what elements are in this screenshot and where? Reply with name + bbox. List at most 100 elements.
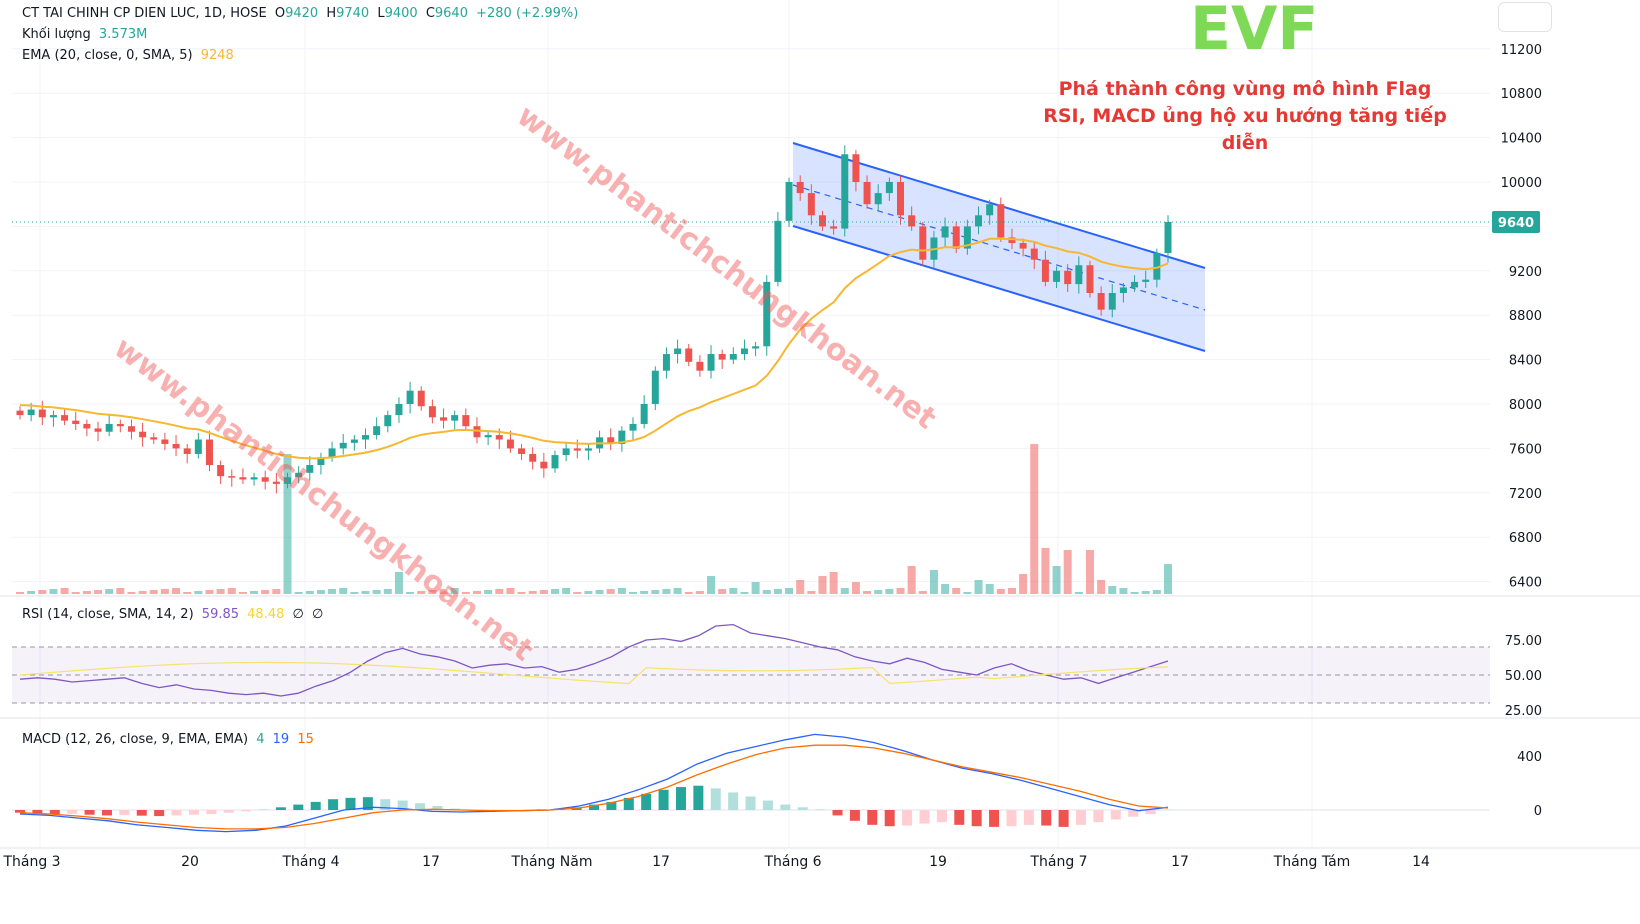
volume-bar (584, 591, 593, 594)
candle-body (640, 404, 648, 424)
volume-bar (562, 588, 571, 594)
macd-histogram-bar (258, 809, 269, 810)
macd-histogram-bar (849, 810, 860, 821)
candle-body (540, 461, 548, 469)
macd-histogram-bar (1093, 810, 1104, 823)
candle-body (339, 442, 347, 449)
volume-bar (305, 591, 314, 594)
volume-bar (484, 590, 493, 594)
candle-body (451, 415, 459, 421)
macd-histogram-bar (362, 797, 373, 810)
volume-bar (250, 591, 259, 594)
time-axis-label: Tháng Tám (1273, 854, 1351, 870)
macd-histogram-bar (1110, 810, 1121, 820)
candle-body (1108, 293, 1116, 310)
candle-body (261, 477, 269, 482)
volume-bar (417, 591, 426, 594)
volume-bar (450, 588, 459, 594)
volume-bar (1030, 444, 1039, 594)
analysis-note: Phá thành công vùng mô hình Flag RSI, MA… (1030, 76, 1460, 157)
volume-bar (640, 591, 649, 594)
candle-body (685, 348, 693, 362)
volume-bar (595, 590, 604, 594)
macd-legend[interactable]: MACD (12, 26, close, 9, EMA, EMA) 4 19 1… (22, 732, 318, 747)
volume-bar (1141, 591, 1150, 594)
analysis-line-1: Phá thành công vùng mô hình Flag (1058, 78, 1432, 100)
volume-bar (339, 588, 348, 594)
volume-bar (461, 592, 470, 594)
macd-histogram-bar (310, 801, 321, 810)
volume-bar (272, 589, 281, 594)
candle-body (473, 426, 481, 438)
candle-body (529, 453, 537, 462)
candle-body (796, 182, 804, 194)
volume-bar (896, 588, 905, 594)
volume-bar (16, 592, 24, 594)
time-axis-label: 17 (652, 854, 670, 870)
macd-histogram-bar (589, 804, 599, 810)
volume-bar (941, 584, 950, 594)
candle-body (752, 346, 760, 349)
candle-body (740, 348, 748, 355)
macd-signal-line (19, 744, 1169, 830)
candle-body (295, 472, 303, 478)
volume-bar (985, 584, 994, 594)
volume-bar (183, 592, 192, 594)
macd-histogram-bar (797, 807, 808, 810)
candle-body (774, 220, 782, 282)
candle-body (228, 476, 236, 478)
macd-histogram-bar (188, 810, 199, 815)
price-tick-label: 9200 (1509, 265, 1542, 280)
ema-line (19, 237, 1169, 460)
volume-bar (372, 590, 381, 594)
candle-body (1097, 293, 1105, 310)
ticker-annotation: EVF (1190, 0, 1319, 64)
volume-bar (1074, 592, 1083, 594)
candle-body (172, 443, 180, 449)
volume-bar (94, 590, 103, 594)
ema-value: 9248 (200, 48, 234, 63)
candle-body (986, 204, 994, 216)
candle-body (573, 448, 581, 451)
volume-bar (996, 589, 1005, 594)
volume-bar (952, 588, 961, 594)
macd-histogram-bar (432, 805, 443, 810)
volume-bar (383, 589, 392, 594)
volume-bar (283, 454, 292, 594)
macd-histogram-bar (745, 796, 756, 810)
macd-histogram-bar (136, 810, 147, 816)
volume-bar (718, 589, 727, 594)
candle-body (150, 437, 158, 440)
macd-histogram-bar (1163, 809, 1173, 810)
volume-bar (1164, 564, 1172, 594)
candle-body (194, 439, 202, 454)
rsi-legend[interactable]: RSI (14, close, SMA, 14, 2) 59.85 48.48 … (22, 607, 327, 622)
ema-legend[interactable]: EMA (20, close, 0, SMA, 5) 9248 (22, 48, 238, 63)
scale-toggle-button[interactable] (1498, 2, 1552, 32)
volume-bar (907, 566, 916, 594)
candle-body (373, 426, 381, 436)
macd-histogram-bar (884, 810, 895, 827)
volume-bar (1108, 586, 1117, 594)
close-label: C (425, 6, 435, 21)
volume-bar (773, 589, 782, 594)
candle-body (830, 226, 838, 229)
macd-histogram-bar (675, 787, 686, 810)
volume-bar (350, 592, 359, 594)
candle-body (618, 430, 626, 444)
symbol-legend: CT TAI CHINH CP DIEN LUC, 1D, HOSE O9420… (22, 6, 582, 21)
volume-legend[interactable]: Khối lượng 3.573M (22, 27, 151, 42)
volume-bar (227, 588, 236, 594)
candle-body (1142, 279, 1150, 282)
candle-body (250, 477, 258, 480)
candle-body (395, 404, 403, 416)
volume-bar (528, 591, 537, 594)
macd-histogram-bar (606, 801, 617, 810)
high-label: H (326, 6, 337, 21)
volume-bar (1019, 574, 1028, 594)
volume-bar (740, 592, 749, 594)
time-axis-label: 20 (181, 854, 199, 870)
macd-histogram-bar (728, 792, 739, 810)
